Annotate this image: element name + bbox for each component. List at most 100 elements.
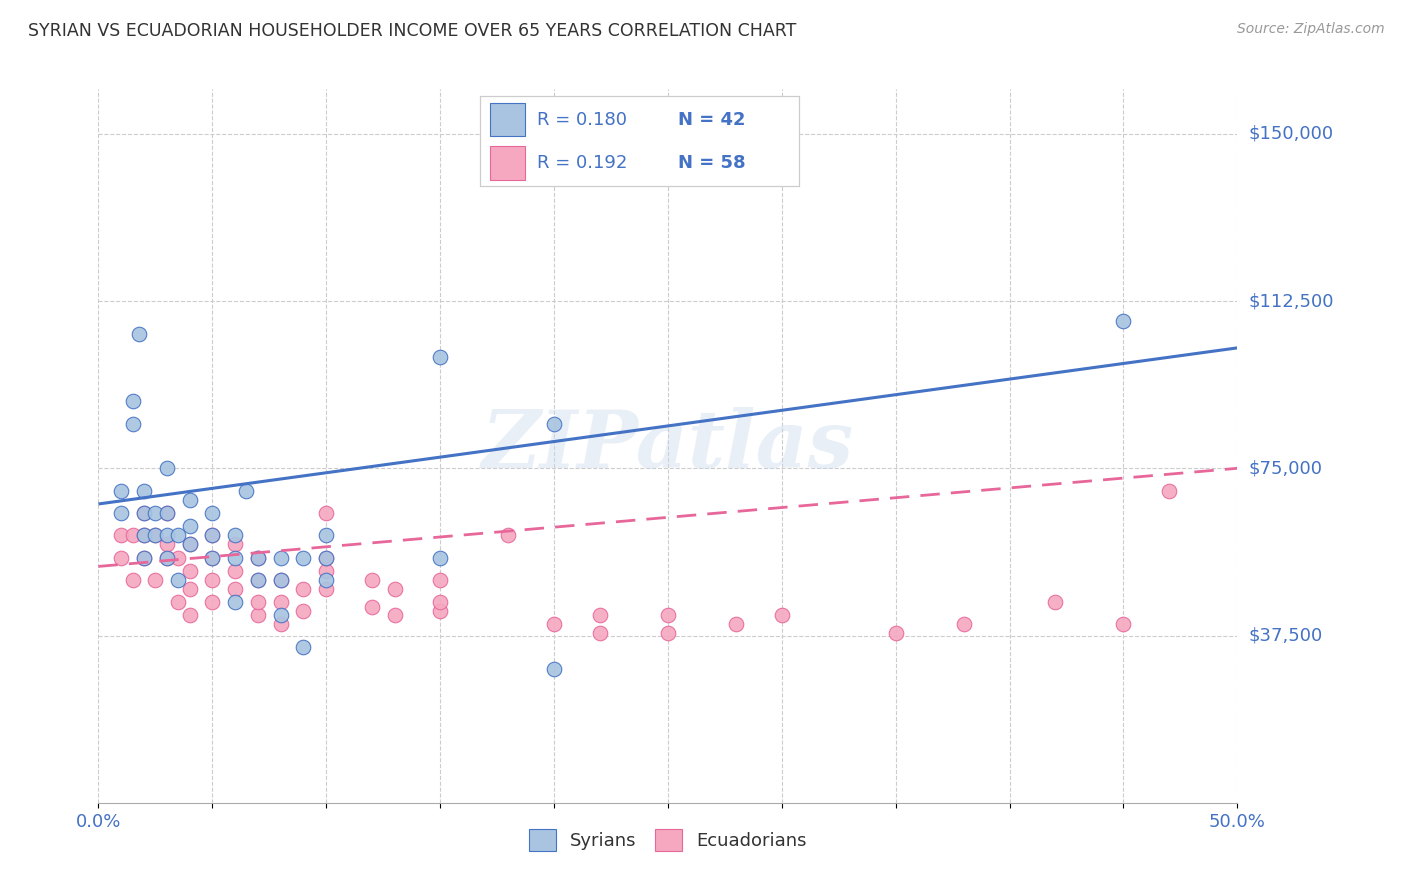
Point: [270, 573, 292, 587]
Point: [121, 417, 143, 431]
Point: [224, 528, 246, 542]
Point: [132, 550, 155, 565]
Point: [132, 528, 155, 542]
Point: [429, 350, 451, 364]
Point: [145, 528, 167, 542]
Point: [156, 461, 179, 475]
Point: [315, 564, 337, 578]
Point: [128, 327, 150, 342]
Point: [179, 519, 201, 533]
Point: [156, 506, 179, 520]
Point: [360, 573, 382, 587]
Text: $150,000: $150,000: [1249, 125, 1333, 143]
Point: [1112, 314, 1135, 328]
Point: [167, 550, 190, 565]
Point: [246, 608, 269, 623]
Point: [588, 626, 610, 640]
Point: [132, 506, 155, 520]
Point: [429, 604, 451, 618]
Point: [292, 640, 315, 654]
Point: [201, 595, 224, 609]
Point: [167, 595, 190, 609]
Text: Source: ZipAtlas.com: Source: ZipAtlas.com: [1237, 22, 1385, 37]
Point: [657, 626, 679, 640]
Point: [315, 506, 337, 520]
Point: [246, 550, 269, 565]
Point: [110, 550, 132, 565]
Point: [179, 582, 201, 596]
Text: $75,000: $75,000: [1249, 459, 1323, 477]
Point: [156, 537, 179, 551]
Point: [384, 608, 406, 623]
Point: [167, 573, 190, 587]
Point: [1043, 595, 1066, 609]
Point: [179, 564, 201, 578]
Point: [121, 573, 143, 587]
Point: [246, 573, 269, 587]
Point: [543, 617, 565, 632]
Text: SYRIAN VS ECUADORIAN HOUSEHOLDER INCOME OVER 65 YEARS CORRELATION CHART: SYRIAN VS ECUADORIAN HOUSEHOLDER INCOME …: [28, 22, 796, 40]
Point: [292, 604, 315, 618]
Point: [132, 483, 155, 498]
Point: [292, 550, 315, 565]
Point: [156, 506, 179, 520]
Point: [224, 550, 246, 565]
Point: [429, 550, 451, 565]
Point: [270, 595, 292, 609]
Point: [224, 595, 246, 609]
Point: [179, 492, 201, 507]
Point: [270, 550, 292, 565]
Point: [725, 617, 748, 632]
Point: [121, 394, 143, 409]
Point: [770, 608, 793, 623]
Point: [270, 608, 292, 623]
Point: [224, 564, 246, 578]
Point: [588, 608, 610, 623]
Point: [315, 550, 337, 565]
Point: [657, 608, 679, 623]
Point: [429, 595, 451, 609]
Point: [110, 528, 132, 542]
Point: [429, 573, 451, 587]
Point: [201, 550, 224, 565]
Point: [145, 506, 167, 520]
Point: [953, 617, 976, 632]
Point: [315, 528, 337, 542]
Point: [201, 550, 224, 565]
Point: [156, 528, 179, 542]
Point: [543, 662, 565, 676]
Point: [315, 573, 337, 587]
Point: [156, 550, 179, 565]
Point: [145, 573, 167, 587]
Text: $112,500: $112,500: [1249, 292, 1334, 310]
Point: [315, 550, 337, 565]
Legend: Syrians, Ecuadorians: Syrians, Ecuadorians: [522, 822, 814, 858]
Point: [246, 573, 269, 587]
Point: [110, 506, 132, 520]
Point: [224, 582, 246, 596]
Point: [132, 528, 155, 542]
Point: [246, 595, 269, 609]
Point: [201, 528, 224, 542]
Point: [884, 626, 907, 640]
Point: [156, 550, 179, 565]
Point: [110, 483, 132, 498]
Point: [132, 550, 155, 565]
Point: [543, 417, 565, 431]
Point: [384, 582, 406, 596]
Point: [179, 537, 201, 551]
Point: [270, 573, 292, 587]
Point: [201, 528, 224, 542]
Point: [270, 617, 292, 632]
Point: [145, 528, 167, 542]
Point: [315, 582, 337, 596]
Point: [179, 608, 201, 623]
Point: [121, 528, 143, 542]
Point: [235, 483, 257, 498]
Point: [167, 528, 190, 542]
Point: [498, 528, 520, 542]
Text: ZIPatlas: ZIPatlas: [482, 408, 853, 484]
Point: [179, 537, 201, 551]
Point: [224, 537, 246, 551]
Point: [201, 506, 224, 520]
